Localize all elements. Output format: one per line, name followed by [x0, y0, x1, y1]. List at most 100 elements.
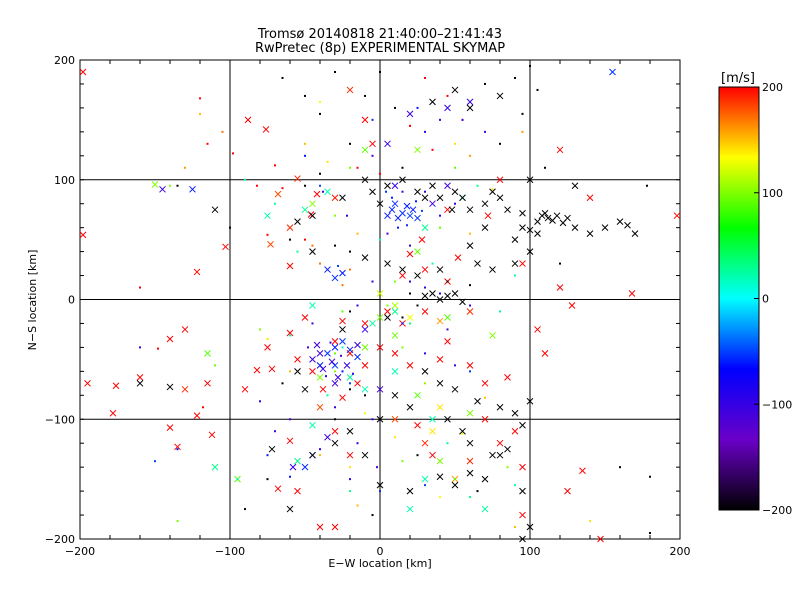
- data-point-cross: [267, 241, 274, 248]
- data-point-cross: [436, 379, 444, 387]
- data-point-dot: [454, 166, 456, 169]
- data-point-cross: [324, 350, 331, 357]
- data-point-cross: [294, 218, 301, 226]
- data-point-dot: [266, 454, 269, 457]
- data-point-dot: [311, 322, 314, 325]
- data-point-cross: [553, 212, 561, 220]
- data-point-cross: [526, 176, 534, 184]
- data-point-cross: [556, 284, 564, 291]
- data-point-dot: [157, 347, 159, 350]
- data-point-cross: [316, 373, 324, 381]
- data-point-cross: [541, 350, 549, 357]
- data-point-cross: [436, 457, 444, 465]
- data-point-dot: [394, 106, 396, 109]
- data-point-cross: [391, 415, 399, 423]
- data-point-dot: [349, 268, 351, 271]
- data-point-dot: [409, 322, 411, 325]
- data-point-cross: [391, 302, 399, 309]
- data-point-cross: [328, 358, 336, 366]
- data-point-cross: [484, 212, 492, 220]
- chart-title: Tromsø 20140818 21:40:00–21:41:43: [257, 27, 502, 42]
- data-point-dot: [259, 400, 261, 403]
- data-point-cross: [384, 212, 391, 220]
- data-point-cross: [331, 523, 339, 531]
- data-point-dot: [206, 142, 209, 145]
- data-point-cross: [391, 367, 399, 375]
- data-point-cross: [414, 391, 421, 399]
- data-point-dot: [281, 382, 284, 385]
- data-point-dot: [416, 304, 419, 307]
- data-point-dot: [266, 478, 269, 481]
- data-point-cross: [334, 373, 342, 381]
- data-point-cross: [309, 356, 316, 363]
- data-point-dot: [325, 375, 327, 378]
- data-point-dot: [349, 166, 351, 169]
- data-point-cross: [496, 194, 504, 202]
- data-point-cross: [526, 523, 534, 531]
- colorbar-tick-label: 0: [762, 293, 769, 306]
- plot-area: −200 −100 0 100 200 −200 −100 0 100 200: [45, 54, 691, 558]
- data-point-cross: [436, 473, 444, 481]
- data-point-cross: [406, 212, 414, 220]
- data-point-cross: [294, 457, 301, 465]
- data-point-cross: [376, 314, 384, 321]
- data-point-dot: [349, 478, 351, 481]
- data-point-cross: [316, 523, 324, 531]
- data-point-cross: [399, 176, 406, 184]
- data-point-cross: [361, 116, 369, 124]
- data-point-cross: [331, 379, 339, 387]
- data-point-dot: [619, 466, 621, 469]
- data-point-dot: [274, 164, 276, 167]
- data-point-cross: [571, 182, 579, 190]
- data-point-dot: [154, 460, 156, 463]
- data-point-cross: [466, 457, 474, 465]
- data-point-dot: [397, 226, 399, 229]
- data-point-cross: [586, 230, 594, 237]
- data-point-dot: [176, 448, 179, 451]
- data-point-dot: [259, 328, 261, 331]
- data-point-dot: [446, 442, 449, 445]
- data-point-cross: [339, 317, 346, 325]
- data-point-cross: [609, 68, 616, 76]
- data-point-cross: [519, 463, 526, 471]
- data-point-dot: [646, 184, 648, 187]
- data-point-cross: [384, 314, 391, 321]
- data-point-cross: [481, 415, 489, 423]
- data-point-cross: [136, 373, 144, 381]
- data-point-dot: [340, 354, 342, 357]
- data-point-dot: [236, 478, 239, 481]
- data-point-cross: [489, 266, 496, 273]
- data-point-cross: [274, 190, 282, 198]
- data-point-cross: [459, 194, 466, 202]
- data-point-dot: [289, 418, 291, 421]
- x-tick-label: 100: [520, 545, 541, 558]
- x-tick-label: 200: [670, 545, 691, 558]
- data-point-dot: [439, 214, 441, 217]
- data-point-dot: [356, 166, 359, 169]
- data-point-cross: [451, 290, 459, 297]
- data-point-dot: [371, 418, 374, 421]
- data-point-dot: [274, 430, 276, 433]
- data-point-dot: [469, 304, 471, 307]
- data-point-dot: [385, 190, 387, 193]
- data-point-cross: [339, 326, 346, 333]
- data-point-cross: [361, 362, 369, 369]
- data-point-dot: [281, 187, 284, 190]
- data-point-cross: [519, 260, 526, 267]
- data-point-dot: [469, 496, 471, 499]
- data-point-cross: [406, 403, 414, 411]
- data-point-dot: [454, 202, 456, 205]
- data-point-cross: [79, 231, 87, 239]
- data-point-dot: [484, 130, 486, 133]
- data-point-cross: [193, 412, 201, 420]
- data-point-cross: [519, 421, 526, 429]
- data-point-dot: [364, 412, 366, 415]
- data-point-cross: [504, 373, 511, 381]
- data-point-dot: [476, 490, 479, 493]
- data-point-dot: [289, 238, 291, 241]
- x-tick-label: 0: [377, 545, 384, 558]
- colorbar-tick-label: −100: [762, 398, 792, 411]
- data-point-cross: [544, 214, 552, 222]
- data-point-dot: [349, 142, 351, 145]
